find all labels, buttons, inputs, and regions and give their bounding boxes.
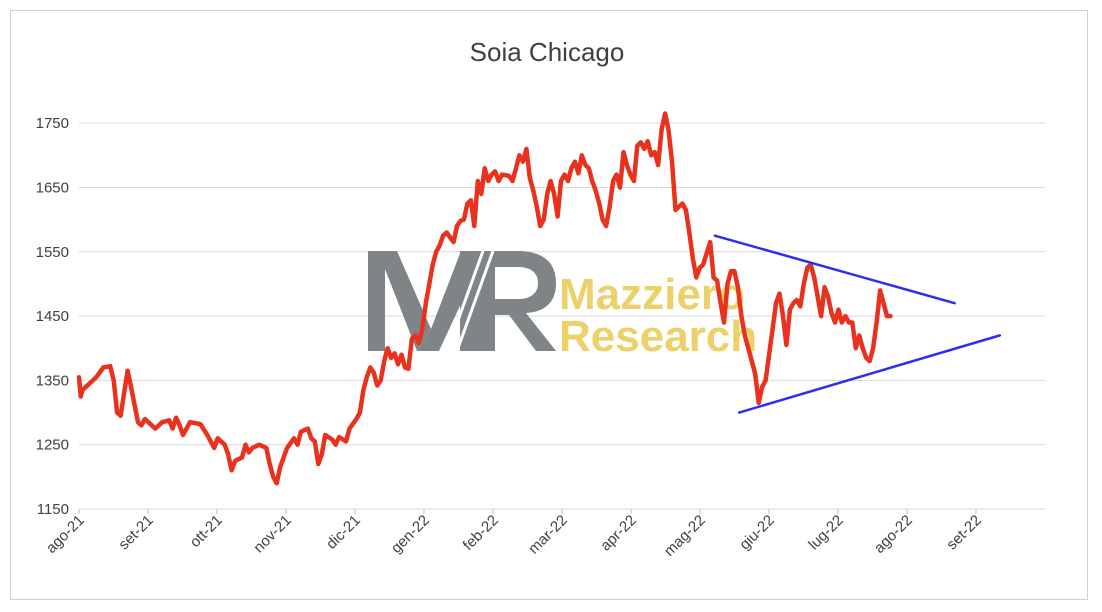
x-tick-labels: ago-21 set-21 ott-21 nov-21 dic-21 gen-22 feb-… [43, 509, 985, 560]
x-tick-mag-22: mag-22 [661, 512, 709, 560]
x-tick-giu-22: giu-22 [736, 512, 778, 554]
lower-trendline [737, 334, 1002, 414]
x-tick-set-22: set-22 [943, 512, 985, 554]
x-tick-apr-22: apr-22 [597, 512, 640, 555]
watermark-line2: Research [559, 312, 757, 361]
x-tick-ott-21: ott-21 [187, 512, 226, 551]
x-tick-mar-22: mar-22 [525, 512, 571, 558]
x-tick-ago-22: ago-22 [871, 512, 916, 557]
chart-title: Soia Chicago [470, 37, 625, 67]
series-line-0 [76, 111, 893, 486]
y-tick-1350: 1350 [36, 372, 69, 389]
trendlines [713, 234, 1002, 414]
mr-logo [368, 250, 556, 352]
chart-svg: Soia Chicago 1150 1250 1350 1450 1550 1650 175… [36, 37, 1045, 560]
chart-frame: Soia Chicago 1150 1250 1350 1450 1550 1650 175… [10, 10, 1088, 600]
watermark: Mazziero Research [368, 250, 757, 361]
x-tick-set-21: set-21 [115, 512, 157, 554]
y-tick-1750: 1750 [36, 115, 69, 132]
x-tick-gen-22: gen-22 [388, 512, 433, 557]
x-tick-ago-21: ago-21 [43, 512, 88, 557]
series-group [76, 111, 893, 486]
x-tick-dic-21: dic-21 [323, 512, 364, 553]
x-tick-nov-21: nov-21 [250, 512, 294, 556]
x-tick-feb-22: feb-22 [460, 512, 502, 554]
y-tick-1250: 1250 [36, 437, 69, 454]
x-tick-lug-22: lug-22 [805, 512, 847, 554]
y-tick-1150: 1150 [37, 501, 69, 518]
y-tick-1450: 1450 [36, 308, 69, 325]
y-tick-labels: 1150 1250 1350 1450 1550 1650 1750 [36, 115, 69, 518]
upper-trendline [713, 234, 956, 305]
y-tick-1550: 1550 [36, 244, 69, 261]
y-tick-1650: 1650 [36, 179, 69, 196]
